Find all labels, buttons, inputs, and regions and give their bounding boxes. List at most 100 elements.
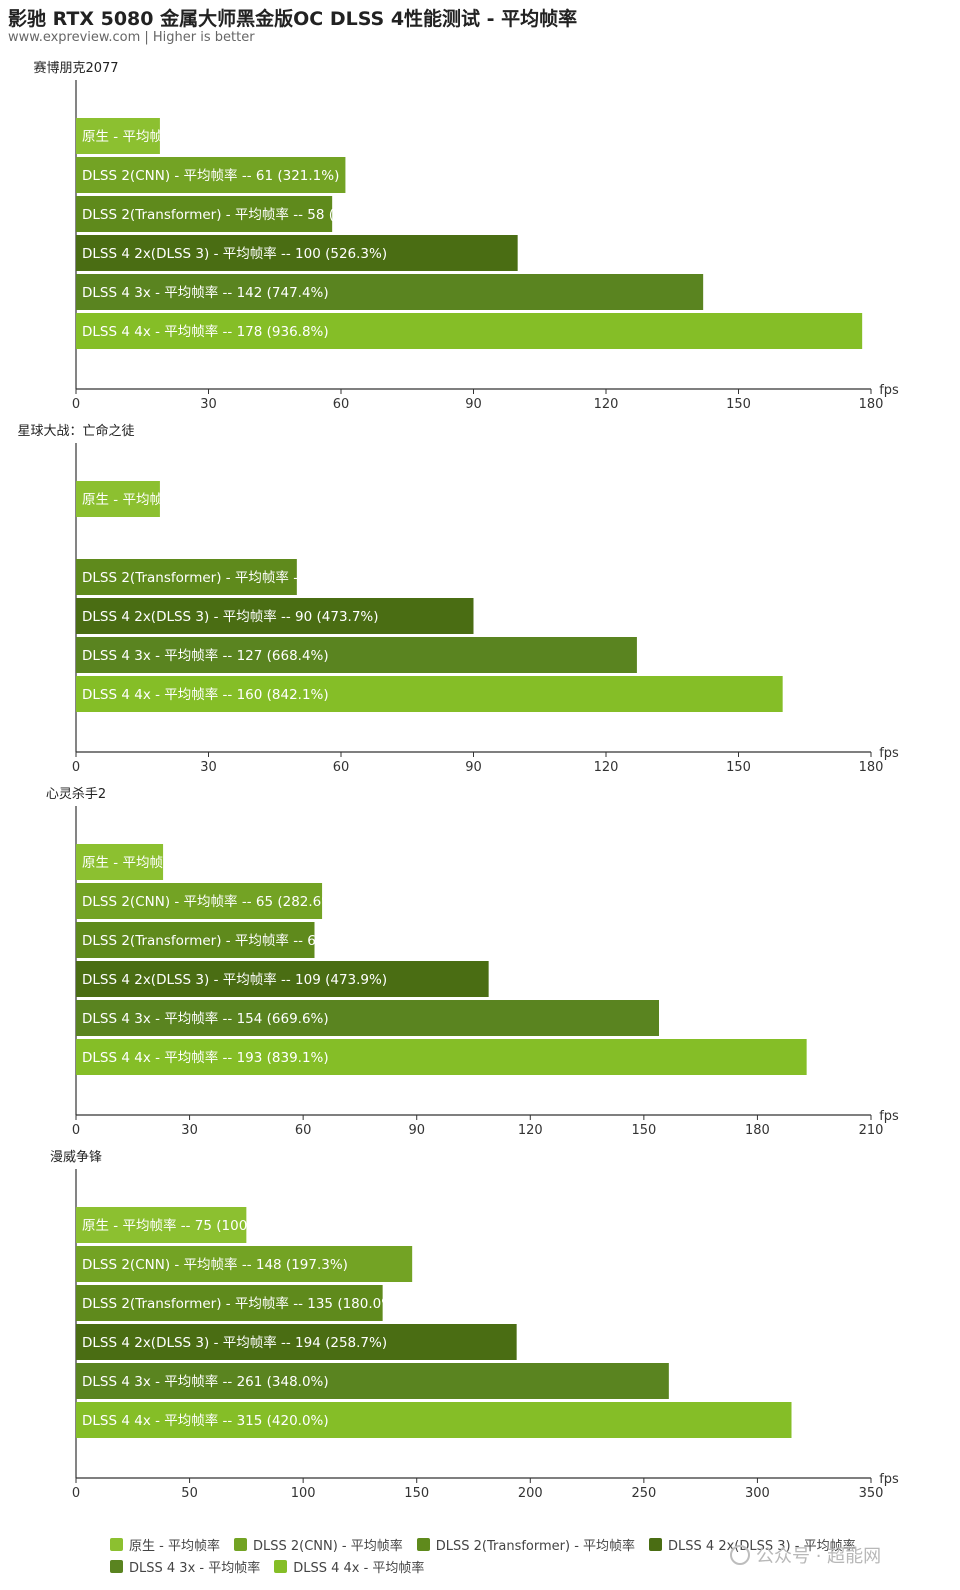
legend-item: DLSS 4 4x - 平均帧率 xyxy=(274,1555,424,1577)
bar xyxy=(76,481,160,517)
bar xyxy=(76,637,637,673)
legend-item: DLSS 2(Transformer) - 平均帧率 xyxy=(416,1533,636,1555)
x-axis-unit: fps xyxy=(879,383,899,398)
x-tick-label: 60 xyxy=(295,1123,312,1138)
watermark: 公众号 · 超能网 xyxy=(730,1542,881,1568)
chart-subtitle: www.expreview.com | Higher is better xyxy=(8,30,255,45)
x-tick-label: 120 xyxy=(518,1123,543,1138)
panel-title: 漫威争锋 xyxy=(50,1150,102,1165)
bar xyxy=(76,118,160,154)
panel-title: 星球大战：亡命之徒 xyxy=(17,423,134,439)
x-tick-label: 50 xyxy=(181,1486,198,1501)
bar xyxy=(76,1402,792,1438)
x-tick-label: 200 xyxy=(518,1486,543,1501)
bar-label: DLSS 2(Transformer) - 平均帧率 -- 135 (180.0… xyxy=(82,1295,399,1312)
bar xyxy=(76,157,346,193)
bar-label: DLSS 4 3x - 平均帧率 -- 142 (747.4%) xyxy=(82,284,329,301)
bar xyxy=(76,1207,247,1243)
x-tick-label: 180 xyxy=(745,1123,770,1138)
x-tick-label: 30 xyxy=(181,1123,198,1138)
panel-title: 心灵杀手2 xyxy=(46,787,106,802)
x-tick-label: 30 xyxy=(200,760,217,775)
bar xyxy=(76,922,315,958)
bar xyxy=(76,598,474,634)
bar-label: DLSS 2(CNN) - 平均帧率 -- 61 (321.1%) xyxy=(82,167,339,184)
x-axis-unit: fps xyxy=(879,746,899,761)
watermark-text: 公众号 · 超能网 xyxy=(756,1546,882,1567)
legend-item: DLSS 4 3x - 平均帧率 xyxy=(110,1555,260,1577)
bar xyxy=(76,883,323,919)
bar-label: DLSS 4 2x(DLSS 3) - 平均帧率 -- 109 (473.9%) xyxy=(82,971,387,988)
bar-label: DLSS 4 4x - 平均帧率 -- 178 (936.8%) xyxy=(82,323,329,340)
x-axis-unit: fps xyxy=(879,1472,899,1487)
bar-label: DLSS 2(CNN) - 平均帧率 -- 148 (197.3%) xyxy=(82,1256,348,1273)
bar xyxy=(76,961,489,997)
legend: 原生 - 平均帧率 DLSS 2(CNN) - 平均帧率 DLSS 2(Transf… xyxy=(110,1533,910,1577)
x-tick-label: 210 xyxy=(859,1123,884,1138)
bar xyxy=(76,313,863,349)
bar-label: DLSS 4 2x(DLSS 3) - 平均帧率 -- 194 (258.7%) xyxy=(82,1334,387,1351)
x-tick-label: 90 xyxy=(465,397,482,412)
bar xyxy=(76,559,297,595)
legend-label: DLSS 2(Transformer) - 平均帧率 xyxy=(435,1538,636,1554)
bar xyxy=(76,1285,383,1321)
bar xyxy=(76,1246,413,1282)
legend-swatch xyxy=(416,1537,430,1551)
x-tick-label: 350 xyxy=(859,1486,884,1501)
x-tick-label: 180 xyxy=(859,397,884,412)
legend-label: DLSS 4 3x - 平均帧率 xyxy=(129,1560,261,1576)
legend-swatch xyxy=(110,1559,123,1573)
x-tick-label: 0 xyxy=(72,760,80,775)
legend-swatch xyxy=(274,1559,288,1573)
bar-label: 原生 - 平均帧率 -- 19 (100.0%) xyxy=(82,491,278,508)
chart-title: 影驰 RTX 5080 金属大师黑金版OC DLSS 4性能测试 - 平均帧率 xyxy=(8,8,578,30)
bar xyxy=(76,1324,517,1360)
bar-label: DLSS 2(Transformer) - 平均帧率 -- 58 (305.3%… xyxy=(82,206,391,223)
bar-label: 原生 - 平均帧率 -- 23 (100.0%) xyxy=(82,854,278,871)
x-tick-label: 0 xyxy=(72,1123,80,1138)
bar-label: DLSS 2(Transformer) - 平均帧率 -- 50 (263.2%… xyxy=(82,569,391,586)
legend-label: 原生 - 平均帧率 xyxy=(129,1538,220,1554)
bar-label: DLSS 2(Transformer) - 平均帧率 -- 63 (273.9%… xyxy=(82,932,391,949)
legend-swatch xyxy=(233,1537,247,1551)
x-tick-label: 30 xyxy=(200,397,217,412)
x-tick-label: 150 xyxy=(726,760,751,775)
bar xyxy=(76,1039,807,1075)
bar xyxy=(76,1363,669,1399)
legend-item: DLSS 2(CNN) - 平均帧率 xyxy=(233,1533,403,1555)
legend-label: DLSS 4 2x(DLSS 3) - 平均帧率 xyxy=(668,1538,856,1554)
bar-label: DLSS 4 3x - 平均帧率 -- 261 (348.0%) xyxy=(82,1373,329,1390)
x-tick-label: 120 xyxy=(594,760,619,775)
bar xyxy=(76,274,704,310)
x-tick-label: 150 xyxy=(726,397,751,412)
bar-label: DLSS 4 4x - 平均帧率 -- 193 (839.1%) xyxy=(82,1049,329,1066)
legend-swatch xyxy=(110,1537,123,1551)
legend-item: 原生 - 平均帧率 xyxy=(110,1533,220,1555)
bar-label: 原生 - 平均帧率 -- 19 (100.0%) xyxy=(82,128,278,145)
bar-label: DLSS 4 2x(DLSS 3) - 平均帧率 -- 100 (526.3%) xyxy=(82,245,387,262)
bar xyxy=(76,196,333,232)
bar xyxy=(76,676,783,712)
legend-item: DLSS 4 2x(DLSS 3) - 平均帧率 xyxy=(649,1533,856,1555)
legend-label: DLSS 4 4x - 平均帧率 xyxy=(293,1560,425,1576)
legend-label: DLSS 2(CNN) - 平均帧率 xyxy=(252,1538,403,1554)
x-tick-label: 60 xyxy=(333,760,350,775)
x-tick-label: 100 xyxy=(291,1486,316,1501)
bar-label: DLSS 4 4x - 平均帧率 -- 160 (842.1%) xyxy=(82,686,329,703)
x-tick-label: 0 xyxy=(72,1486,80,1501)
bar-label: DLSS 4 4x - 平均帧率 -- 315 (420.0%) xyxy=(82,1412,329,1429)
x-tick-label: 300 xyxy=(745,1486,770,1501)
bar xyxy=(76,844,164,880)
x-tick-label: 90 xyxy=(465,760,482,775)
x-tick-label: 120 xyxy=(594,397,619,412)
x-tick-label: 60 xyxy=(333,397,350,412)
x-tick-label: 180 xyxy=(859,760,884,775)
x-axis-unit: fps xyxy=(879,1109,899,1124)
bar xyxy=(76,235,518,271)
bar-label: DLSS 4 2x(DLSS 3) - 平均帧率 -- 90 (473.7%) xyxy=(82,608,379,625)
bar-label: 原生 - 平均帧率 -- 75 (100.0%) xyxy=(82,1217,278,1234)
bar-label: DLSS 4 3x - 平均帧率 -- 154 (669.6%) xyxy=(82,1010,329,1027)
bar-label: DLSS 2(CNN) - 平均帧率 -- 65 (282.6%) xyxy=(82,893,339,910)
x-tick-label: 0 xyxy=(72,397,80,412)
